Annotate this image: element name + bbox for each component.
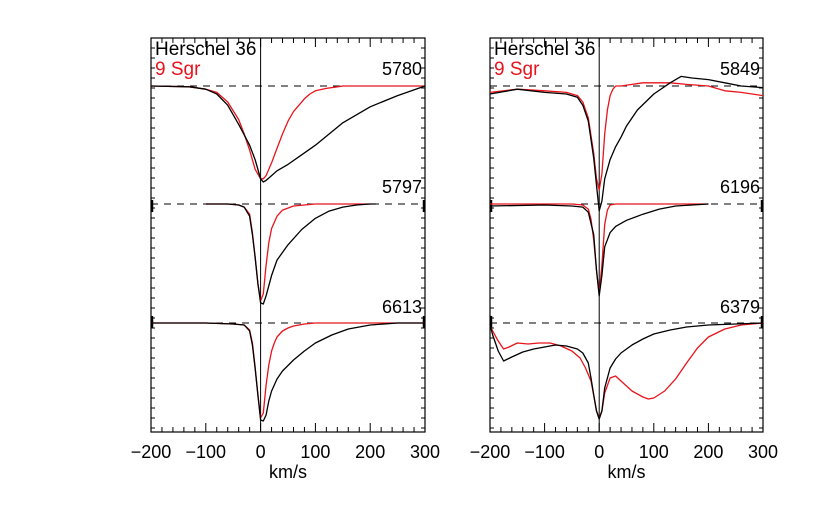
- legend-entry-9-sgr: 9 Sgr: [494, 59, 540, 80]
- x-tick-label: −100: [524, 442, 565, 462]
- x-axis-label: km/s: [269, 462, 307, 482]
- series-line-herschel-36: [489, 203, 709, 297]
- series-line-9-sgr: [205, 203, 371, 302]
- x-tick-label: 300: [410, 442, 440, 462]
- x-tick-label: −200: [131, 442, 172, 462]
- series-line-herschel-36: [151, 322, 425, 422]
- series-line-herschel-36: [489, 322, 764, 420]
- dib-wavelength-label: 5780: [382, 59, 422, 79]
- x-tick-label: −200: [470, 442, 511, 462]
- dib-wavelength-label: 5849: [720, 59, 760, 79]
- panel-right: −200 −100 0 100 200 300 km/s 5849 6196 6379 Hersch…: [470, 37, 778, 482]
- x-axis-label: km/s: [608, 462, 646, 482]
- series-line-herschel-36: [489, 75, 764, 212]
- series-line-9-sgr: [490, 203, 709, 295]
- legend-entry-9-sgr: 9 Sgr: [155, 59, 201, 80]
- plot-frame: [489, 37, 764, 433]
- x-tick-label: 200: [693, 442, 723, 462]
- series-line-9-sgr: [489, 322, 764, 419]
- legend-entry-herschel-36: Herschel 36: [494, 39, 595, 60]
- series-line-9-sgr: [151, 322, 425, 419]
- x-tick-label: 200: [355, 442, 385, 462]
- plot-frame: [150, 37, 426, 433]
- panel-left: −200 −100 0 100 200 300 km/s 5780 5797 6613 Hersch…: [131, 37, 440, 482]
- series-line-9-sgr: [150, 85, 425, 180]
- legend-entry-herschel-36: Herschel 36: [155, 39, 256, 60]
- x-tick-label: 0: [594, 442, 604, 462]
- x-tick-label: −100: [186, 442, 227, 462]
- x-tick-label: 100: [300, 442, 330, 462]
- series-line-herschel-36: [150, 85, 426, 183]
- dib-wavelength-label: 6196: [720, 177, 760, 197]
- x-tick-label: 100: [639, 442, 669, 462]
- x-tick-label: 300: [748, 442, 778, 462]
- series-line-herschel-36: [205, 203, 376, 305]
- series-line-9-sgr: [489, 82, 764, 191]
- dib-wavelength-label: 5797: [382, 177, 422, 197]
- x-tick-label: 0: [256, 442, 266, 462]
- dib-wavelength-label: 6613: [382, 297, 422, 317]
- dib-wavelength-label: 6379: [720, 297, 760, 317]
